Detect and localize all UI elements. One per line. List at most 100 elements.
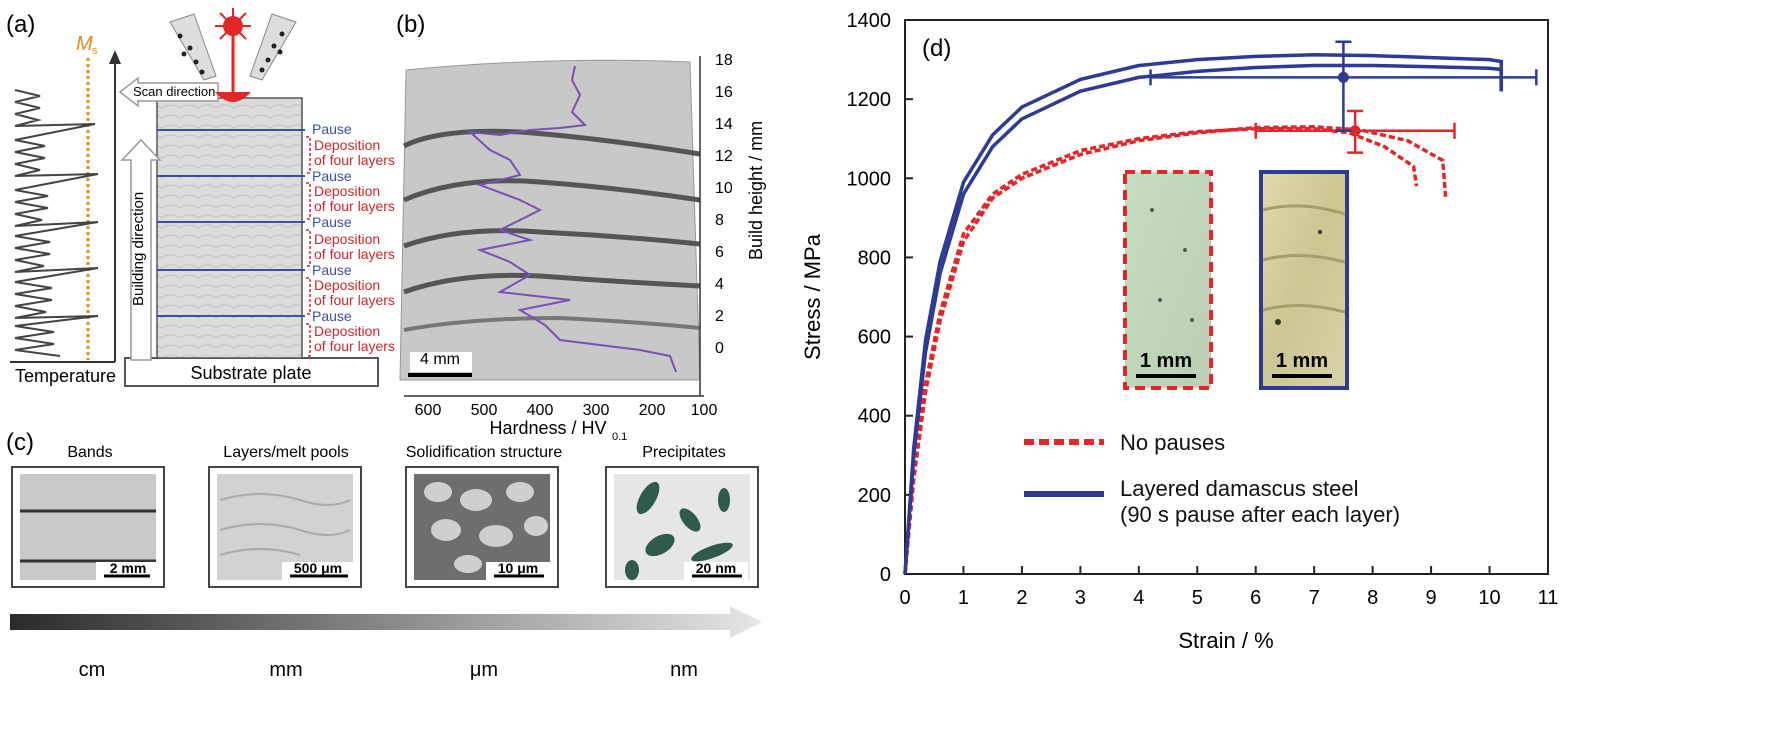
build-block [156, 97, 303, 359]
x-tick-label: 1 [958, 587, 969, 609]
pause-label: Pause [312, 168, 352, 184]
y-axis-label: Stress / MPa [800, 233, 825, 360]
build-height-tick: 10 [715, 180, 733, 197]
y-tick-label: 1000 [847, 168, 892, 190]
y-tick-label: 800 [858, 247, 891, 269]
micrograph-title: Bands [67, 444, 112, 461]
build-height-tick: 6 [715, 244, 724, 261]
deposition-label: Deposition [314, 137, 380, 153]
length-scale-arrow [10, 606, 762, 638]
micrograph-scale: 20 nm [696, 560, 736, 576]
hardness-tick: 400 [527, 402, 554, 419]
substrate-label: Substrate plate [190, 363, 311, 383]
x-tick-label: 6 [1250, 587, 1261, 609]
x-tick-label: 3 [1075, 587, 1086, 609]
building-direction-label: Building direction [130, 192, 147, 306]
micrograph-precipitates: 20 nm [605, 466, 759, 588]
length-scale-unit: nm [670, 659, 698, 681]
panel-c: (c) Bands Layers/melt pools Solidificati… [6, 429, 762, 681]
build-height-tick: 8 [715, 212, 724, 229]
hardness-label-subscript: 0.1 [612, 431, 627, 443]
inset-scale-label: 1 mm [1276, 350, 1328, 372]
error-bar-no-pauses-point [1349, 125, 1361, 137]
inset-damascus: 1 mm [1259, 170, 1349, 390]
micrograph-title: Solidification structure [406, 444, 563, 461]
build-height-tick: 4 [715, 276, 724, 293]
y-tick-label: 1400 [847, 10, 892, 32]
legend-label-damascus: Layered damascus steel (90 s pause after … [1120, 476, 1400, 527]
temperature-label: Temperature [15, 366, 116, 386]
micrograph-title: Precipitates [642, 444, 726, 461]
temperature-curve [14, 89, 99, 357]
deposition-label: of four layers [314, 152, 395, 168]
hardness-profile [467, 65, 677, 373]
curves [903, 53, 1503, 575]
micrograph-scale: 500 μm [294, 560, 342, 576]
x-tick-label: 11 [1538, 587, 1559, 609]
plot-frame [904, 19, 1549, 575]
micrograph-melt-pools: 500 μm [208, 466, 362, 588]
layer-lines [157, 129, 305, 317]
x-tick-label: 10 [1478, 587, 1500, 609]
scan-direction-label: Scan direction [133, 84, 215, 99]
y-tick-label: 0 [880, 564, 891, 586]
micrograph-solidification: 10 μm [405, 466, 559, 588]
panel-d: (d) 0 1 2 3 4 5 6 7 8 9 10 11 0 200 400 600 800 1000 1200… [800, 10, 1558, 653]
error-bar-damascus-point [1337, 71, 1349, 83]
deposition-label: of four layers [314, 292, 395, 308]
curve-no-pauses [903, 125, 1448, 575]
x-axis-label: Strain / % [1178, 628, 1273, 653]
legend: No pauses Layered damascus steel (90 s pa… [1024, 430, 1400, 527]
micrograph-title: Layers/melt pools [223, 444, 348, 461]
hardness-tick: 600 [415, 402, 442, 419]
building-direction-arrow [120, 138, 162, 361]
length-scale-unit: μm [470, 659, 498, 681]
hardness-ticks: 600 500 400 300 200 100 [415, 402, 718, 419]
hardness-tick: 300 [583, 402, 610, 419]
x-tick-label: 2 [1016, 587, 1027, 609]
deposition-label: Deposition [314, 231, 380, 247]
inset-scale-label: 1 mm [1140, 350, 1192, 372]
hardness-tick: 500 [471, 402, 498, 419]
deposition-label: of four layers [314, 338, 395, 354]
pause-label: Pause [312, 308, 352, 324]
build-height-tick: 0 [715, 340, 724, 357]
legend-label-no-pauses: No pauses [1120, 430, 1225, 455]
inset-no-pauses: 1 mm [1123, 170, 1213, 390]
build-height-tick: 12 [715, 148, 733, 165]
hardness-label: Hardness / HV [489, 418, 606, 438]
pause-annotations: Pause Deposition of four layers Pause De… [306, 121, 395, 357]
temperature-axis-arrow [109, 50, 121, 64]
micrograph-bands: 2 mm [11, 466, 165, 588]
scan-direction-arrow [118, 76, 219, 108]
build-height-tick: 14 [715, 116, 733, 133]
y-tick-label: 400 [858, 406, 891, 428]
hardness-tick: 200 [639, 402, 666, 419]
panel-a-label: (a) [6, 11, 35, 38]
pause-label: Pause [312, 121, 352, 137]
x-tick-label: 0 [899, 587, 910, 609]
x-tick-label: 4 [1133, 587, 1144, 609]
build-height-ticks: 18 16 14 12 10 8 6 4 2 0 [715, 52, 733, 357]
ms-label: M [76, 33, 93, 55]
pause-label: Pause [312, 214, 352, 230]
panel-b-label: (b) [396, 11, 425, 38]
deposition-label: Deposition [314, 323, 380, 339]
y-tick-label: 1200 [847, 89, 892, 111]
length-scale-unit: cm [79, 659, 106, 681]
substrate-plate [124, 357, 379, 387]
build-height-tick: 2 [715, 308, 724, 325]
scale-bar-label-b: 4 mm [420, 351, 460, 368]
error-bars [1149, 40, 1538, 154]
micrograph-scale: 10 μm [498, 560, 538, 576]
panel-c-label: (c) [6, 429, 34, 456]
build-height-label: Build height / mm [746, 121, 766, 260]
x-tick-label: 7 [1309, 587, 1320, 609]
panel-d-label: (d) [922, 35, 951, 62]
x-tick-label: 9 [1426, 587, 1437, 609]
deposition-label: Deposition [314, 183, 380, 199]
laser-head-icon [169, 8, 297, 102]
y-tick-label: 200 [858, 485, 891, 507]
curve-damascus [903, 53, 1503, 575]
